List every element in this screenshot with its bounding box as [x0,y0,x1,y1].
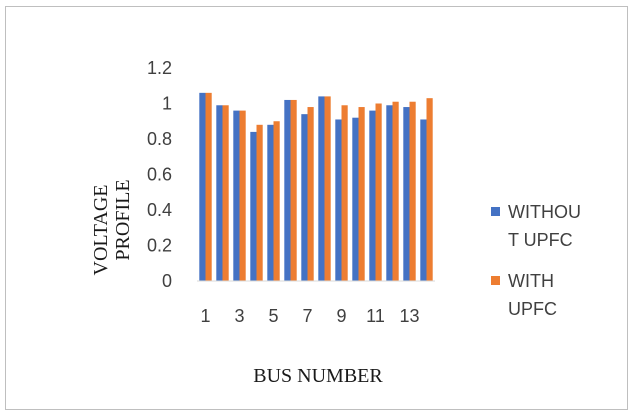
bar-without-upfc-bus-12 [386,105,393,282]
x-axis-ticks: 1 3 5 7 9 11 13 [200,306,419,326]
bar-without-upfc-bus-13 [403,107,410,281]
legend-swatch-with-upfc [491,276,500,285]
legend-swatch-without-upfc [491,207,500,216]
y-tick-label: 0.8 [147,129,172,149]
bar-without-upfc-bus-14 [420,119,427,281]
bar-with-upfc-bus-6 [290,99,297,281]
bar-without-upfc-bus-4 [250,131,257,281]
bar-with-upfc-bus-14 [426,98,433,281]
y-tick-label: 0.6 [147,165,172,185]
y-axis-title-line-1: VOLTAGE [90,185,112,276]
bar-without-upfc-bus-5 [267,124,274,281]
legend-label-with-upfc-line-1: WITH [508,271,554,291]
x-tick-label: 11 [366,306,385,326]
bar-without-upfc-bus-10 [352,117,359,281]
legend-label-without-upfc-line-2: T UPFC [508,230,573,250]
bar-with-upfc-bus-4 [256,124,263,281]
bar-with-upfc-bus-7 [307,107,314,281]
y-tick-label: 0.2 [147,236,172,256]
bar-without-upfc-bus-3 [233,110,240,281]
x-tick-label: 13 [399,306,419,326]
bar-without-upfc-bus-6 [284,99,291,281]
legend-label-with-upfc-line-2: UPFC [508,299,557,319]
chart-frame [5,6,628,410]
x-tick-label: 9 [336,306,346,326]
y-tick-label: 0.4 [147,200,172,220]
bar-with-upfc-bus-10 [358,107,365,281]
bar-without-upfc-bus-9 [335,119,342,281]
y-tick-label: 1.2 [147,58,172,78]
bar-with-upfc-bus-3 [239,110,246,281]
bar-with-upfc-bus-13 [409,101,416,281]
bar-without-upfc-bus-11 [369,110,376,281]
bar-with-upfc-bus-1 [205,92,212,281]
x-axis-title: BUS NUMBER [253,365,383,387]
bar-with-upfc-bus-2 [222,105,229,282]
x-tick-label: 5 [268,306,278,326]
x-tick-label: 3 [234,306,244,326]
bar-without-upfc-bus-7 [301,114,308,282]
bar-without-upfc-bus-1 [199,92,206,281]
y-tick-label: 1 [162,94,172,114]
x-tick-label: 7 [302,306,312,326]
bars-group [199,92,433,282]
bar-without-upfc-bus-8 [318,96,325,282]
y-axis-title-line-2: PROFILE [112,179,134,260]
y-axis-ticks: 0 0.2 0.4 0.6 0.8 1 1.2 [147,58,172,291]
x-tick-label: 1 [200,306,210,326]
bar-with-upfc-bus-12 [392,101,399,281]
bar-with-upfc-bus-11 [375,103,382,281]
legend-label-without-upfc-line-1: WITHOU [508,202,581,222]
bar-without-upfc-bus-2 [216,105,223,282]
bar-with-upfc-bus-8 [324,96,331,282]
bar-with-upfc-bus-9 [341,105,348,282]
legend: WITHOU T UPFC WITH UPFC [491,202,581,319]
bar-with-upfc-bus-5 [273,121,280,281]
y-tick-label: 0 [162,271,172,291]
